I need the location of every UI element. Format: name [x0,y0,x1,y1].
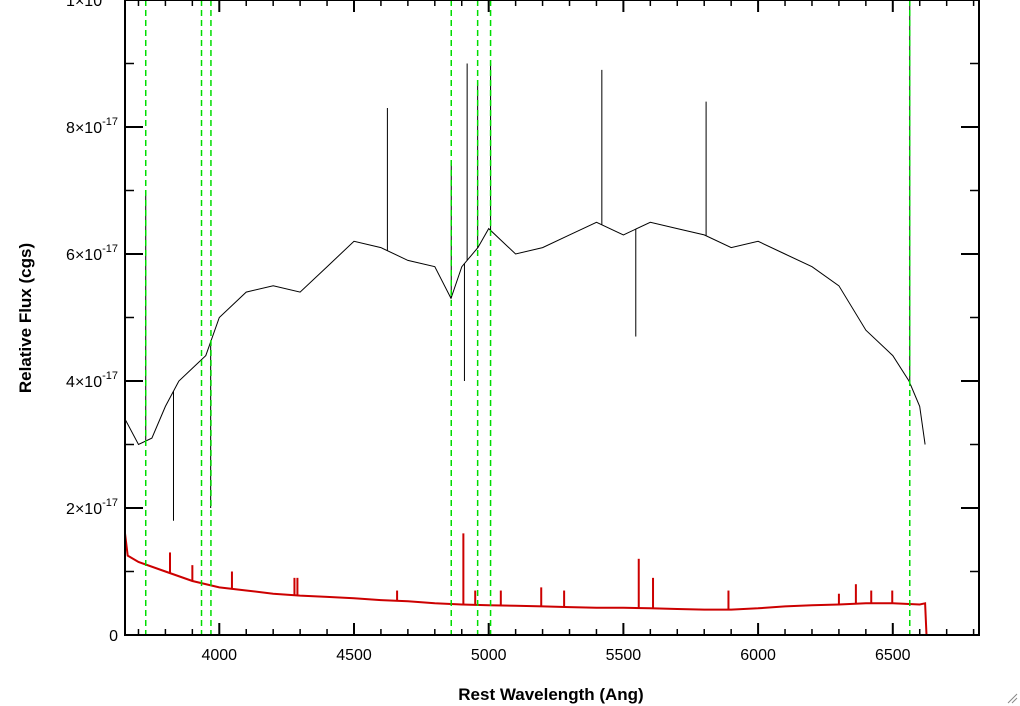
axis-ticks: 4000 4500 5000 5500 6000 6500 0 2×10-17 4×10-17 6… [66,0,979,664]
x-tick-label: 6500 [875,647,911,664]
y-tick-label: 6×10-17 [66,243,118,264]
x-tick-label: 5000 [471,647,507,664]
y-tick-label: 4×10-17 [66,370,118,391]
x-tick-label: 4500 [336,647,372,664]
series-1-line [124,221,926,446]
x-tick-label: 5500 [606,647,642,664]
series-layer [124,0,979,636]
x-tick-label: 4000 [201,647,237,664]
plot-frame [124,0,980,636]
y-tick-label: 0 [109,628,118,645]
y-tick-label: 1×10-16 [66,0,118,10]
y-tick-label: 8×10-17 [66,116,118,137]
x-axis-title: Rest Wavelength (Ang) [458,685,643,704]
y-axis-title: Relative Flux (cgs) [16,243,35,393]
y-tick-label: 2×10-17 [66,497,118,518]
series-2-line [124,533,979,636]
resize-grip-icon[interactable] [1006,692,1018,704]
reference-lines [144,0,911,635]
x-tick-label: 6000 [740,647,776,664]
